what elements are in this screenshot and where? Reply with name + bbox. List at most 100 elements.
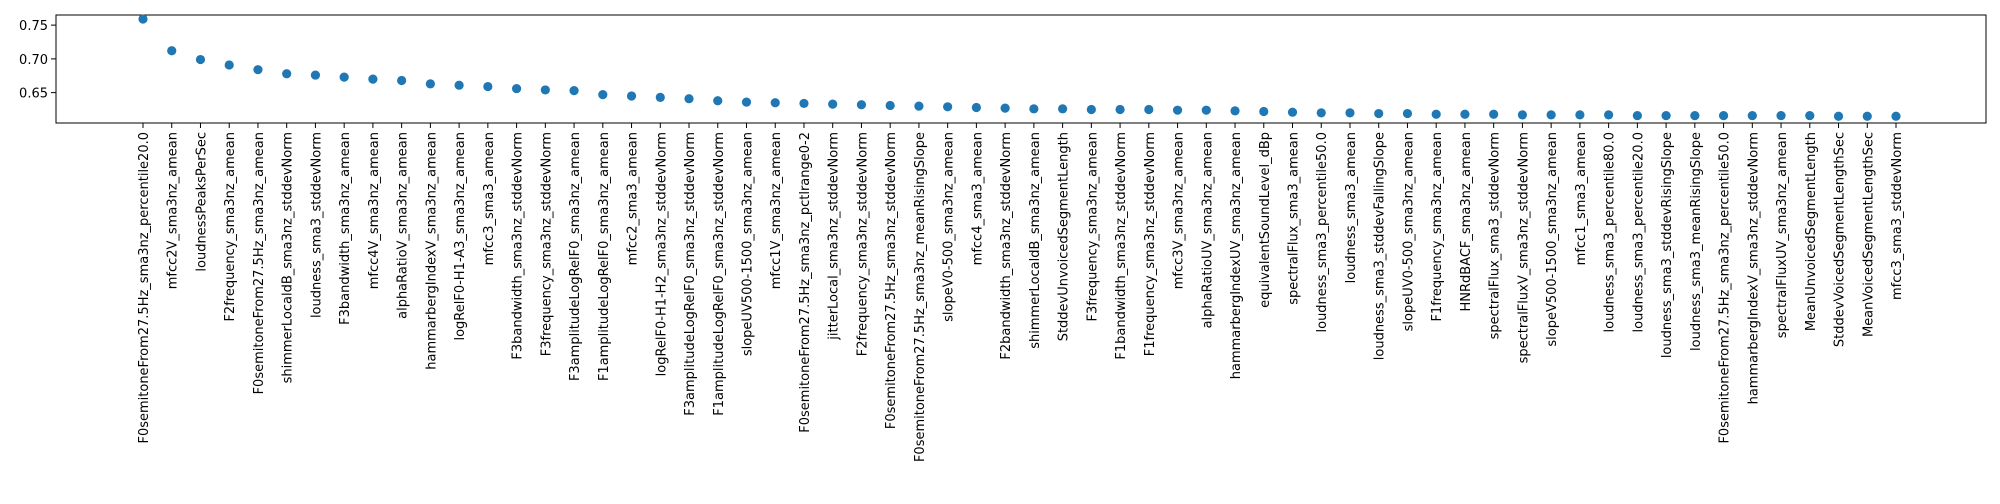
x-tick-label: mfcc4_sma3_amean — [970, 132, 985, 265]
x-tick-label: mfcc3_sma3_amean — [482, 132, 497, 265]
data-point — [282, 69, 292, 79]
data-point — [856, 100, 867, 110]
x-tick-label: loudness_sma3_stddevRisingSlope — [1660, 132, 1675, 358]
data-point — [1029, 104, 1039, 114]
x-tick-label: F3bandwidth_sma3nz_stddevNorm — [511, 132, 526, 360]
x-tick-label: MeanUnvoicedSegmentLength — [1804, 132, 1819, 331]
x-tick-label: StddevVoicedSegmentLengthSec — [1833, 132, 1848, 347]
data-point — [1230, 106, 1240, 116]
data-point — [310, 70, 321, 80]
x-tick-label: mfcc2_sma3_amean — [626, 132, 641, 265]
data-point — [1086, 104, 1096, 115]
x-tick-label: F0semitoneFrom27.5Hz_sma3nz_pctlrange0-2 — [798, 132, 813, 433]
x-tick-label: slopeUV0-500_sma3nz_amean — [1401, 132, 1416, 331]
data-point — [1201, 105, 1211, 115]
data-point — [397, 75, 407, 86]
data-point — [914, 101, 924, 111]
data-point — [1402, 108, 1413, 119]
data-point — [655, 92, 665, 102]
x-tick-label: loudnessPeaksPerSec — [194, 132, 209, 272]
x-tick-label: F3amplitudeLogRelF0_sma3nz_stddevNorm — [683, 132, 698, 416]
data-point — [885, 100, 895, 111]
data-point — [1776, 110, 1786, 121]
x-tick-label: hammarbergIndexV_sma3nz_stddevNorm — [1746, 132, 1761, 404]
x-tick-label: F1bandwidth_sma3nz_stddevNorm — [1114, 132, 1129, 360]
x-tick-label: F1frequency_sma3nz_amean — [1430, 132, 1445, 322]
data-point — [167, 46, 177, 56]
x-tick-label: F0semitoneFrom27.5Hz_sma3nz_stddevNorm — [884, 132, 899, 429]
data-point — [511, 83, 522, 94]
data-point — [1805, 110, 1815, 121]
x-tick-label: loudness_sma3_stddevNorm — [309, 132, 324, 318]
data-point — [1862, 111, 1872, 121]
x-tick-label: F2frequency_sma3nz_stddevNorm — [855, 132, 870, 356]
data-point — [1690, 110, 1700, 121]
y-tick-label: 0.65 — [19, 87, 48, 102]
data-point — [483, 81, 493, 92]
x-axis: F0semitoneFrom27.5Hz_sma3nz_percentile20… — [137, 123, 1905, 462]
x-tick-label: F1amplitudeLogRelF0_sma3nz_amean — [597, 132, 612, 381]
x-tick-label: shimmerLocaldB_sma3nz_amean — [1028, 132, 1043, 349]
data-point — [626, 91, 637, 101]
x-tick-label: logRelF0-H1-A3_sma3nz_amean — [453, 132, 468, 341]
y-tick-label: 0.70 — [19, 53, 48, 68]
x-tick-label: spectralFlux_sma3_amean — [1287, 132, 1302, 305]
x-tick-label: hammarbergIndexV_sma3nz_amean — [424, 132, 439, 370]
x-tick-label: mfcc3V_sma3nz_amean — [1172, 132, 1187, 289]
data-point — [1632, 110, 1642, 121]
data-point — [1460, 109, 1470, 119]
x-tick-label: alphaRatioUV_sma3nz_amean — [1200, 132, 1215, 328]
data-point — [770, 98, 780, 108]
x-tick-label: logRelF0-H1-H2_sma3nz_stddevNorm — [654, 132, 669, 376]
x-tick-label: F0semitoneFrom27.5Hz_sma3nz_percentile20… — [137, 132, 152, 444]
x-tick-label: F3frequency_sma3nz_amean — [1085, 132, 1100, 322]
plot-area — [55, 14, 1987, 124]
data-point — [1374, 108, 1384, 119]
x-tick-label: slopeV0-500_sma3nz_amean — [942, 132, 957, 322]
data-point — [368, 74, 378, 84]
x-tick-label: F0semitoneFrom27.5Hz_sma3nz_percentile50… — [1718, 132, 1733, 444]
data-point — [1747, 110, 1757, 121]
data-point — [828, 99, 838, 109]
y-axis: 0.65 0.70 0.75 — [19, 19, 56, 102]
x-tick-label: mfcc1V_sma3nz_amean — [769, 132, 784, 289]
data-point — [1604, 110, 1614, 120]
x-tick-label: loudness_sma3_percentile50.0 — [1315, 132, 1330, 332]
data-point — [540, 85, 550, 95]
data-point — [1058, 104, 1068, 114]
x-tick-label: F0semitoneFrom27.5Hz_sma3nz_meanRisingSl… — [913, 132, 928, 462]
x-tick-label: alphaRatioV_sma3nz_amean — [396, 132, 411, 319]
data-point — [1345, 108, 1355, 118]
data-point — [1287, 107, 1298, 117]
x-tick-label: F2frequency_sma3nz_amean — [223, 132, 238, 322]
data-point — [713, 96, 723, 106]
data-point — [1431, 109, 1441, 119]
data-point — [1115, 104, 1125, 115]
x-tick-label: mfcc2V_sma3nz_amean — [166, 132, 181, 289]
x-tick-label: MeanVoicedSegmentLengthSec — [1861, 132, 1876, 337]
x-tick-label: spectralFluxV_sma3nz_stddevNorm — [1516, 132, 1531, 363]
data-point — [598, 90, 608, 100]
data-point — [1833, 111, 1844, 121]
data-point — [1316, 108, 1326, 118]
data-point — [425, 79, 435, 89]
data-point — [1000, 103, 1010, 113]
x-tick-label: equivalentSoundLevel_dBp — [1258, 132, 1273, 308]
x-tick-label: F3amplitudeLogRelF0_sma3nz_amean — [568, 132, 583, 381]
data-point — [1144, 104, 1154, 115]
data-point — [253, 65, 263, 75]
x-tick-label: loudness_sma3_meanRisingSlope — [1689, 132, 1704, 351]
data-point — [1661, 110, 1671, 121]
x-tick-label: mfcc4V_sma3nz_amean — [367, 132, 382, 289]
x-tick-label: slopeUV500-1500_sma3nz_amean — [740, 132, 755, 356]
data-point — [799, 98, 809, 109]
data-point — [943, 102, 953, 112]
x-tick-label: loudness_sma3_amean — [1344, 132, 1359, 283]
data-point — [1575, 110, 1585, 120]
data-point — [195, 54, 206, 65]
data-point — [138, 14, 148, 24]
data-point — [1517, 110, 1528, 120]
data-point — [741, 97, 752, 107]
